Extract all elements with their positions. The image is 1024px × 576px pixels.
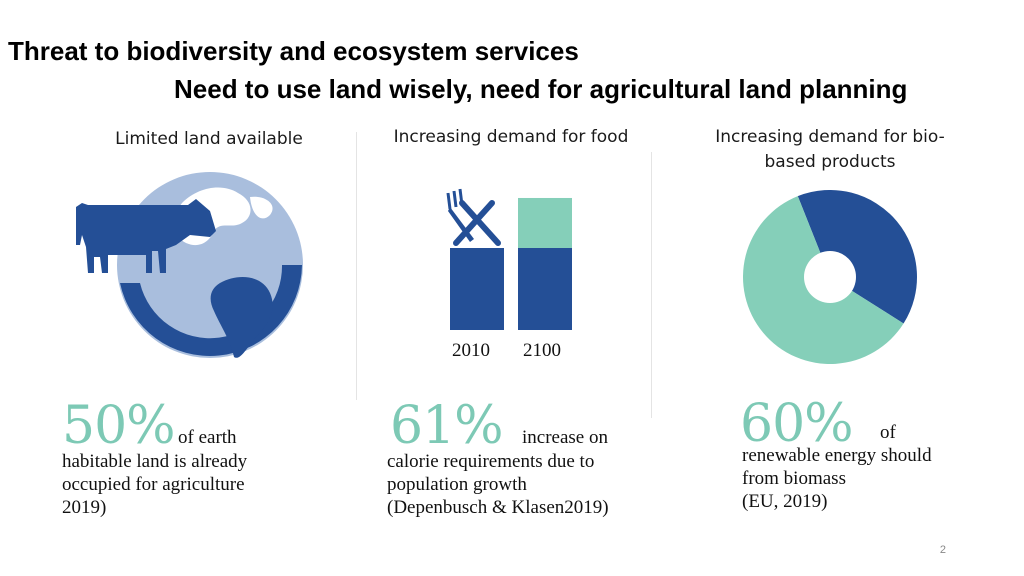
column-heading-bio-line1: Increasing demand for bio- — [715, 127, 945, 147]
year-label-2010: 2010 — [452, 340, 490, 361]
stat-text-food: calorie requirements due to population g… — [387, 450, 657, 519]
column-heading-bio: Increasing demand for bio- based product… — [680, 125, 980, 175]
donut-hole — [804, 251, 856, 303]
stat-line: renewable energy should — [742, 445, 932, 466]
divider-right — [651, 152, 652, 418]
stat-inline-land: of earth — [178, 427, 237, 448]
stat-big-number-food: 61% — [390, 396, 504, 456]
stat-line: from biomass — [742, 468, 846, 489]
bar-2010-segment-0 — [450, 248, 504, 330]
slide-subtitle: Need to use land wisely, need for agricu… — [174, 74, 908, 104]
stat-line: 2019) — [62, 497, 107, 518]
stat-line: population growth — [387, 474, 527, 495]
stat-line: occupied for agriculture — [62, 474, 245, 495]
stat-text-bio: renewable energy should from biomass (EU… — [742, 444, 982, 513]
stat-line: (EU, 2019) — [742, 491, 828, 512]
stat-line: calorie requirements due to — [387, 451, 595, 472]
bar-2100-segment-1 — [518, 197, 572, 248]
stat-big-number-land: 50% — [62, 396, 176, 456]
donut-slice-0 — [797, 190, 917, 324]
food-demand-bar-chart — [446, 188, 572, 330]
stat-text-land: habitable land is already occupied for a… — [62, 450, 342, 519]
bar-2100-segment-0 — [518, 248, 572, 330]
stat-big-number-bio: 60% — [740, 394, 854, 454]
divider-left — [356, 132, 357, 400]
year-label-2100: 2100 — [523, 340, 561, 361]
stat-line: habitable land is already — [62, 451, 248, 472]
stat-inline-food: increase on — [522, 427, 608, 448]
food-bars-group — [450, 197, 572, 330]
column-heading-land: Limited land available — [115, 129, 303, 149]
stat-line: (Depenbusch & Klasen2019) — [387, 497, 609, 518]
fork-knife-icon — [446, 188, 501, 246]
column-heading-food: Increasing demand for food — [393, 127, 629, 147]
stat-inline-bio: of — [880, 422, 896, 443]
slide-title: Threat to biodiversity and ecosystem ser… — [8, 36, 579, 66]
column-heading-bio-line2: based products — [764, 152, 896, 172]
cow-globe-icon — [76, 172, 303, 358]
page-number: 2 — [939, 544, 946, 556]
biomass-donut-chart — [743, 190, 917, 364]
